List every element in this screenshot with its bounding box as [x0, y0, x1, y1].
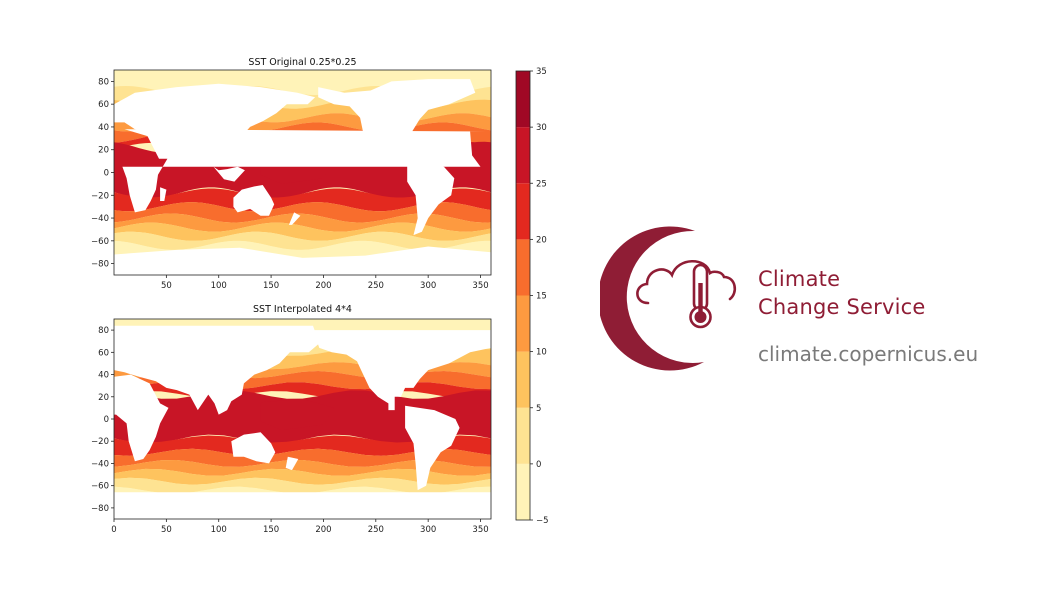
colorbar-segment: [516, 71, 530, 128]
x-tick-label: 150: [263, 525, 279, 535]
x-tick-label: 50: [161, 525, 172, 535]
y-tick-label: 0: [104, 169, 109, 179]
land-mass-2: [114, 325, 320, 415]
land-mass-6: [114, 492, 491, 519]
colorbar-tick-label: 15: [536, 292, 547, 302]
sst-band-south-3: [114, 222, 491, 241]
colorbar-tick-label: 20: [536, 235, 547, 245]
y-tick-label: −20: [91, 191, 109, 201]
y-tick-label: −20: [91, 437, 109, 447]
sst-band-south-2: [114, 213, 491, 232]
thermometer-mercury: [698, 283, 703, 315]
sst-band-south-4: [114, 477, 491, 494]
land-mass-1: [407, 161, 455, 236]
x-tick-label: 250: [368, 281, 384, 291]
x-tick-label: 100: [211, 525, 227, 535]
colorbar-tick-label: 30: [536, 123, 547, 133]
y-tick-label: −40: [91, 214, 109, 224]
y-tick-label: −80: [91, 260, 109, 270]
y-tick-label: 0: [104, 415, 109, 425]
y-tick-label: −60: [91, 482, 109, 492]
land-mass-7: [213, 166, 245, 182]
land-mass-4: [233, 185, 275, 216]
x-tick-label: 300: [420, 281, 436, 291]
logo-crescent: [600, 226, 704, 371]
y-tick-label: 20: [98, 146, 109, 156]
land-mass-0: [313, 330, 491, 411]
sst-band-south-0: [114, 188, 491, 212]
land-mass-2: [114, 83, 316, 167]
colorbar-segment: [516, 239, 530, 296]
panel-title: SST Original 0.25*0.25: [248, 57, 356, 68]
x-tick-label: 350: [472, 525, 488, 535]
x-tick-label: 0: [111, 525, 116, 535]
sst-figure: SST Original 0.25*0.25 50 100 150 200 250 300 3…: [85, 48, 555, 545]
logo-url: climate.copernicus.eu: [758, 342, 979, 366]
y-tick-label: −40: [91, 459, 109, 469]
y-tick-label: −80: [91, 504, 109, 514]
colorbar-tick-label: 25: [536, 179, 547, 189]
colorbar-segment: [516, 463, 530, 520]
y-tick-label: 60: [98, 100, 109, 110]
land-mass-6: [160, 187, 167, 201]
sst-band-south-2: [114, 460, 491, 476]
colorbar-segment: [516, 127, 530, 184]
y-tick-label: 80: [98, 77, 109, 87]
x-tick-label: 200: [315, 525, 331, 535]
colorbar-tick-label: −5: [536, 516, 549, 526]
colorbar-tick-label: 0: [536, 460, 541, 470]
colorbar-segment: [516, 295, 530, 352]
y-tick-label: 40: [98, 371, 109, 381]
x-tick-label: 200: [315, 281, 331, 291]
land-mass-3: [114, 374, 169, 462]
logo-title-line-2: Change Service: [758, 295, 926, 319]
land-mass-4: [231, 432, 276, 464]
cloud-thermometer-icon: [600, 226, 737, 371]
sst-band-south-1: [114, 202, 491, 223]
logo-cloud: [636, 259, 737, 305]
x-tick-label: 100: [211, 281, 227, 291]
colorbar-segment: [516, 407, 530, 464]
y-tick-label: 80: [98, 326, 109, 336]
x-tick-label: 50: [161, 281, 172, 291]
land-mass-5: [288, 212, 301, 225]
y-tick-label: 60: [98, 348, 109, 358]
thermometer-mercury-bulb: [694, 311, 707, 323]
sst-field: [114, 70, 491, 275]
x-tick-label: 250: [368, 525, 384, 535]
land-mass-5: [285, 456, 299, 471]
panel-title: SST Interpolated 4*4: [253, 304, 352, 315]
colorbar-tick-label: 10: [536, 348, 547, 358]
land-mass-0: [318, 79, 476, 167]
land-mass-8: [114, 246, 491, 275]
y-tick-label: 20: [98, 393, 109, 403]
sst-field: [114, 319, 491, 519]
colorbar-segment: [516, 351, 530, 408]
logo-title-line-1: Climate: [758, 267, 841, 291]
colorbar-tick-label: 5: [536, 404, 541, 414]
land-mass-3: [122, 129, 486, 213]
sst-band-south-4: [114, 231, 491, 250]
x-tick-label: 300: [420, 525, 436, 535]
sst-panel-2: SST Interpolated 4*40 50 100 150 200 250 300 35…: [91, 304, 492, 535]
y-tick-label: 40: [98, 123, 109, 133]
sst-band-south-1: [114, 448, 491, 467]
sst-band-south-3: [114, 468, 491, 485]
land-mass-1: [405, 405, 460, 491]
colorbar-tick-label: 35: [536, 67, 547, 77]
warm-pool: [260, 399, 334, 431]
colorbar-segment: [516, 183, 530, 240]
y-tick-label: −60: [91, 237, 109, 247]
colorbar: 35 30 25 20 15 10 5 0 −5: [515, 67, 549, 526]
copernicus-logo: Climate Change Service climate.copernicu…: [600, 205, 1000, 395]
x-tick-label: 350: [472, 281, 488, 291]
x-tick-label: 150: [263, 281, 279, 291]
sst-band-south-0: [114, 435, 491, 456]
